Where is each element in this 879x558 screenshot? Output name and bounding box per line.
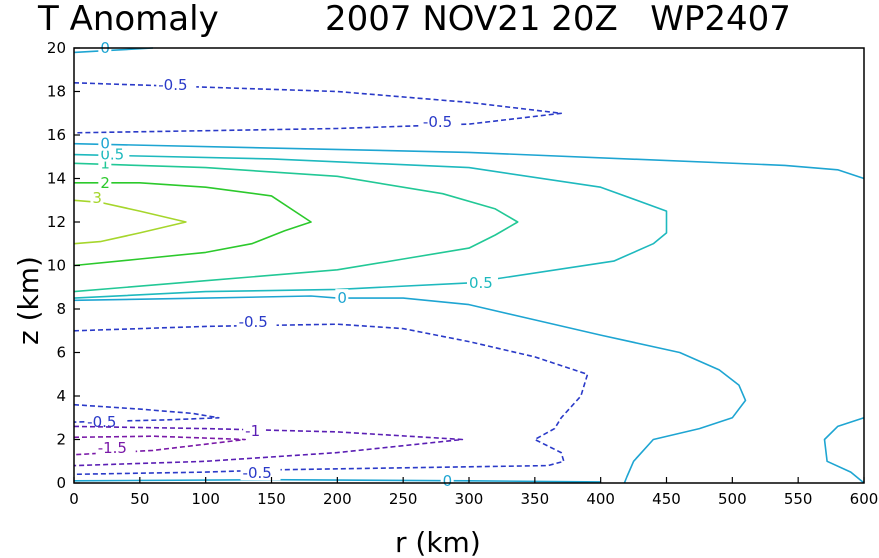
contour-label: -0.5 (243, 464, 272, 482)
contour-line--0p5 (73, 82, 563, 134)
contour-label-bg (240, 464, 281, 481)
contour-label-bg (243, 421, 266, 438)
contour-line--0p5 (73, 403, 220, 423)
x-tick-label: 250 (389, 490, 418, 508)
contour-label-bg (420, 112, 461, 129)
x-tick-label: 0 (69, 490, 79, 508)
contour-line-0 (73, 295, 747, 484)
contour-line-1 (73, 162, 519, 293)
contour-label-bg (98, 173, 112, 190)
x-tick-label: 350 (521, 490, 550, 508)
contour-label: 0 (443, 472, 453, 490)
y-tick-label: 2 (56, 431, 66, 449)
contour-label-bg (85, 413, 126, 430)
contour-label: -0.5 (239, 313, 268, 331)
chart-title-left: T Anomaly (37, 0, 219, 39)
contour-label-bg (440, 471, 454, 488)
y-tick-label: 4 (56, 387, 66, 405)
contour-label: -1 (245, 422, 260, 440)
chart-title-right: 2007 NOV21 20Z WP2407 (325, 0, 791, 39)
contour-label: 0.5 (469, 274, 493, 292)
x-tick-label: 200 (323, 490, 352, 508)
y-tick-label: 18 (47, 83, 66, 101)
contour-label: 3 (92, 189, 102, 207)
x-tick-label: 300 (455, 490, 484, 508)
y-tick-label: 0 (56, 474, 66, 492)
x-tick-label: 450 (652, 490, 681, 508)
x-axis-label: r (km) (395, 526, 481, 558)
contour-line-0p5 (73, 153, 668, 299)
contour-label: -0.5 (423, 113, 452, 131)
y-tick-label: 14 (47, 170, 66, 188)
y-axis-label: z (km) (12, 256, 45, 345)
contour-line--1 (73, 425, 464, 467)
contour-label-bg (236, 313, 277, 330)
y-tick-label: 20 (47, 39, 66, 57)
contour-label-bg (90, 189, 104, 206)
contour-label: 2 (100, 174, 110, 192)
contour-label-bg (335, 289, 349, 306)
contour-label-bg (95, 439, 136, 456)
x-tick-label: 400 (586, 490, 615, 508)
contour-line--0p5 (73, 323, 589, 476)
x-tick-label: 100 (191, 490, 220, 508)
contour-label: -1.5 (98, 439, 127, 457)
x-tick-label: 500 (718, 490, 747, 508)
contour-label: -0.5 (158, 76, 187, 94)
contour-label: 1 (100, 154, 110, 172)
contour-label-bg (156, 75, 197, 92)
contour-line-0 (73, 142, 865, 180)
y-tick-label: 6 (56, 344, 66, 362)
contour-line-0 (823, 417, 865, 484)
contour-line-2 (73, 182, 312, 267)
contour-label: -0.5 (87, 413, 116, 431)
x-tick-label: 550 (784, 490, 813, 508)
y-tick-label: 8 (56, 300, 66, 318)
y-tick-label: 12 (47, 213, 66, 231)
x-tick-label: 150 (257, 490, 286, 508)
contour-label-bg (98, 134, 112, 151)
contour-label-bg (467, 273, 498, 290)
x-tick-label: 50 (130, 490, 149, 508)
plot-frame (73, 47, 865, 484)
x-tick-label: 600 (850, 490, 879, 508)
y-tick-label: 16 (47, 126, 66, 144)
contour-label: 0 (337, 289, 347, 307)
contour-label: 0 (100, 135, 110, 153)
contour-line-3 (73, 199, 187, 245)
contour-label-bg (98, 39, 112, 55)
y-tick-label: 10 (47, 257, 66, 275)
